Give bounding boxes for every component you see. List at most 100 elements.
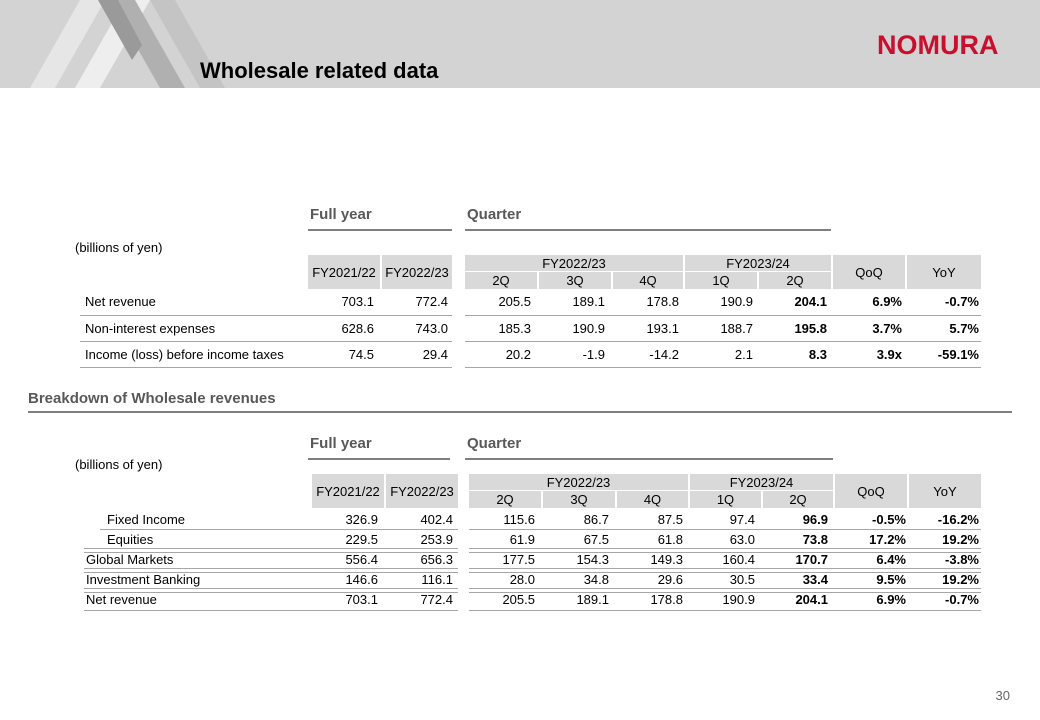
cell: 703.1 [341, 294, 374, 309]
cell: 703.1 [345, 592, 378, 607]
quarter-header-2q: 2Q [465, 272, 537, 289]
col-header-qoq: QoQ [835, 474, 907, 508]
full-year-underline [308, 229, 452, 231]
cell: 3.9x [876, 347, 902, 362]
col-header-fy2021: FY2021/22 [312, 474, 384, 508]
cell: 656.3 [420, 552, 453, 567]
cell: 29.4 [422, 347, 448, 362]
row-label-fixed-income: Fixed Income [107, 512, 186, 527]
row-label-investment-banking: Investment Banking [86, 572, 201, 587]
cell: 743.0 [415, 321, 448, 336]
col-header-yoy: YoY [907, 255, 981, 289]
cell: 6.9% [872, 294, 902, 309]
cell: 6.9% [876, 592, 906, 607]
cell: 30.5 [729, 572, 755, 587]
cell: 33.4 [802, 572, 828, 587]
row-label-non-interest-expenses: Non-interest expenses [85, 321, 216, 336]
cell: 6.4% [876, 552, 906, 567]
cell: 67.5 [583, 532, 609, 547]
cell: 97.4 [729, 512, 755, 527]
quarter-header-4q: 4Q [613, 272, 683, 289]
page-number: 30 [995, 688, 1010, 703]
quarter-header-2q-next: 2Q [759, 272, 831, 289]
section-underline [28, 411, 1012, 413]
row-label-equities: Equities [107, 532, 154, 547]
cell: 86.7 [583, 512, 609, 527]
cell: 73.8 [802, 532, 828, 547]
quarter-header-3q: 3Q [539, 272, 611, 289]
cell: 190.9 [720, 294, 753, 309]
quarter-header-1q: 1Q [685, 272, 757, 289]
cell: 19.2% [942, 532, 979, 547]
header-banner [0, 0, 1040, 88]
col-header-fy2022: FY2022/23 [382, 255, 452, 289]
row-divider [465, 315, 981, 316]
col-header-qoq: QoQ [833, 255, 905, 289]
cell: 628.6 [341, 321, 374, 336]
row-divider [84, 588, 458, 593]
row-label-net-revenue: Net revenue [85, 294, 156, 309]
cell: 402.4 [420, 512, 453, 527]
cell: -59.1% [937, 347, 979, 362]
cell: -0.7% [945, 592, 979, 607]
group-header-fy2023-24: FY2023/24 [690, 474, 833, 491]
cell: 29.6 [657, 572, 683, 587]
cell: -14.2 [649, 347, 679, 362]
cell: 205.5 [498, 294, 531, 309]
quarter-header-3q: 3Q [543, 491, 615, 508]
cell: 5.7% [949, 321, 979, 336]
row-divider [84, 568, 458, 573]
cell: 96.9 [802, 512, 828, 527]
cell: 190.9 [572, 321, 605, 336]
row-label-income-before-taxes: Income (loss) before income taxes [85, 347, 284, 362]
cell: 74.5 [348, 347, 374, 362]
cell: 772.4 [415, 294, 448, 309]
col-header-fy2021: FY2021/22 [308, 255, 380, 289]
cell: 61.9 [509, 532, 535, 547]
cell: 19.2% [942, 572, 979, 587]
cell: 63.0 [729, 532, 755, 547]
row-divider [80, 341, 452, 342]
cell: 2.1 [734, 347, 753, 362]
cell: -0.5% [872, 512, 906, 527]
cell: 195.8 [794, 321, 827, 336]
cell: -0.7% [945, 294, 979, 309]
cell: 229.5 [345, 532, 378, 547]
page-title: Wholesale related data [200, 58, 439, 83]
cell: 178.8 [646, 294, 679, 309]
cell: 154.3 [576, 552, 609, 567]
row-divider [84, 610, 458, 611]
cell: 17.2% [869, 532, 906, 547]
cell: 204.1 [795, 592, 828, 607]
cell: 190.9 [722, 592, 755, 607]
group-header-fy2023-24: FY2023/24 [685, 255, 831, 272]
full-year-label: Full year [310, 206, 372, 223]
cell: 61.8 [657, 532, 683, 547]
cell: 160.4 [722, 552, 755, 567]
cell: 772.4 [420, 592, 453, 607]
cell: -16.2% [937, 512, 979, 527]
cell: 189.1 [576, 592, 609, 607]
cell: 185.3 [498, 321, 531, 336]
cell: 188.7 [720, 321, 753, 336]
row-divider [465, 341, 981, 342]
cell: 115.6 [503, 512, 535, 527]
quarter-underline [465, 229, 831, 231]
row-divider [469, 529, 981, 530]
cell: 193.1 [646, 321, 679, 336]
cell: 189.1 [572, 294, 605, 309]
cell: 177.5 [502, 552, 535, 567]
cell: 87.5 [657, 512, 683, 527]
row-label-net-revenue: Net revenue [86, 592, 157, 607]
cell: 3.7% [872, 321, 902, 336]
cell: -3.8% [945, 552, 979, 567]
cell: 8.3 [808, 347, 827, 362]
group-header-fy2022-23: FY2022/23 [469, 474, 688, 491]
quarter-label: Quarter [467, 435, 522, 452]
unit-label: (billions of yen) [75, 457, 163, 472]
unit-label: (billions of yen) [75, 240, 163, 255]
quarter-header-4q: 4Q [617, 491, 688, 508]
quarter-label: Quarter [467, 206, 522, 223]
row-divider [465, 367, 981, 368]
cell: 146.6 [345, 572, 378, 587]
